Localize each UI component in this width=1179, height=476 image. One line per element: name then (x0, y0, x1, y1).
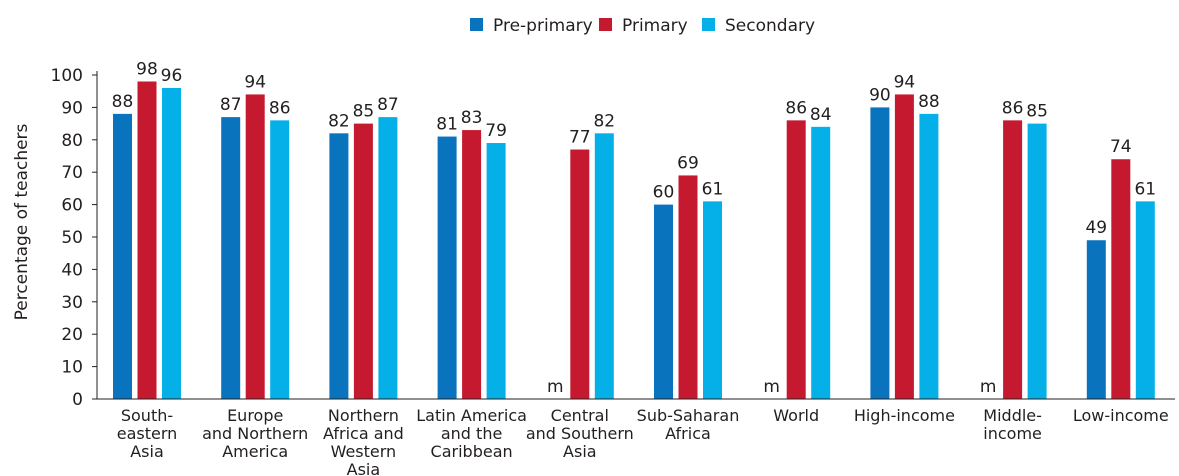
y-tick-label: 20 (61, 325, 83, 345)
x-tick-label: South-eastern Asia (117, 406, 178, 461)
bar (811, 126, 831, 399)
x-tick-label: High-income (854, 406, 955, 425)
missing-data-label: m (980, 377, 997, 397)
bar (1135, 201, 1155, 399)
legend-label: Primary (622, 16, 688, 36)
bar (113, 113, 132, 399)
bar (329, 133, 349, 399)
data-label: 90 (869, 85, 891, 105)
x-tick-label: Northern Africa and Western Asia (323, 406, 404, 476)
bar (437, 136, 457, 399)
y-tick-label: 100 (51, 66, 83, 86)
data-label: 77 (569, 128, 591, 148)
bar (678, 175, 698, 399)
bar (221, 117, 241, 400)
x-tick-label: Central and Southern Asia (526, 406, 634, 461)
bar (1086, 240, 1106, 399)
bar (378, 117, 398, 400)
y-tick-label: 80 (61, 131, 83, 151)
bar (270, 120, 290, 400)
data-label: 79 (485, 121, 507, 141)
legend-swatch (470, 18, 483, 31)
bar (162, 87, 181, 400)
bar (462, 130, 482, 399)
y-tick-label: 30 (61, 293, 83, 313)
x-tick-label: Europe and Northern America (202, 406, 308, 461)
x-tick-label: Latin America and the Caribbean (416, 406, 527, 461)
y-tick-label: 90 (61, 98, 83, 118)
bar (870, 107, 890, 400)
x-tick-label: Sub-Saharan Africa (637, 406, 740, 443)
data-label: 60 (653, 183, 675, 203)
y-tick-label: 10 (61, 358, 83, 378)
data-label: 81 (436, 115, 458, 135)
data-label: 87 (220, 95, 242, 115)
bar (703, 201, 722, 399)
y-axis: 0 10 20 30 40 50 60 70 80 90 100 (51, 66, 98, 410)
legend-swatch (599, 18, 612, 31)
x-tick-label: Low-income (1073, 406, 1169, 425)
data-label: 86 (785, 98, 807, 118)
data-label: 86 (269, 98, 291, 118)
data-label: 85 (353, 102, 375, 122)
bar (1003, 120, 1023, 400)
bar (654, 204, 673, 399)
data-label: 94 (244, 72, 266, 92)
missing-data-label: m (763, 377, 780, 397)
data-label: 96 (161, 66, 183, 86)
missing-data-label: m (547, 377, 564, 397)
bar (1111, 159, 1131, 399)
legend-swatch (702, 18, 715, 31)
data-label: 61 (702, 179, 724, 199)
data-label: 82 (593, 111, 615, 131)
bar (894, 94, 914, 399)
bar (1027, 123, 1047, 399)
data-label: 88 (112, 92, 134, 112)
legend-label: Pre-primary (493, 16, 593, 36)
legend-label: Secondary (725, 16, 815, 36)
y-tick-label: 70 (61, 163, 83, 183)
y-tick-label: 60 (61, 196, 83, 216)
data-label: 74 (1110, 137, 1132, 157)
data-label: 49 (1085, 218, 1107, 238)
bar (137, 81, 157, 399)
legend: Pre-primary Primary Secondary (470, 16, 815, 36)
data-label: 82 (328, 111, 350, 131)
bar (594, 133, 614, 399)
data-label: 86 (1002, 98, 1024, 118)
bar (486, 143, 506, 399)
data-label: 84 (810, 105, 832, 125)
data-label: 85 (1026, 102, 1048, 122)
y-axis-label: Percentage of teachers (12, 123, 32, 320)
y-tick-label: 40 (61, 260, 83, 280)
bar (353, 123, 373, 399)
bar (570, 149, 590, 399)
x-tick-label: Middle-income (983, 406, 1042, 443)
data-label: 98 (136, 59, 158, 79)
x-axis: South-eastern Asia Europe and Northern Ameri… (97, 398, 1175, 476)
bar (786, 120, 806, 400)
bar (245, 94, 265, 399)
data-label: 87 (377, 95, 399, 115)
data-label: 69 (677, 153, 699, 173)
bar (919, 113, 939, 399)
y-tick-label: 0 (72, 390, 83, 410)
data-label: 61 (1134, 179, 1156, 199)
data-label: 83 (461, 108, 483, 128)
x-tick-label: World (773, 406, 819, 425)
data-label: 88 (918, 92, 940, 112)
data-label: 94 (894, 72, 916, 92)
y-tick-label: 50 (61, 228, 83, 248)
